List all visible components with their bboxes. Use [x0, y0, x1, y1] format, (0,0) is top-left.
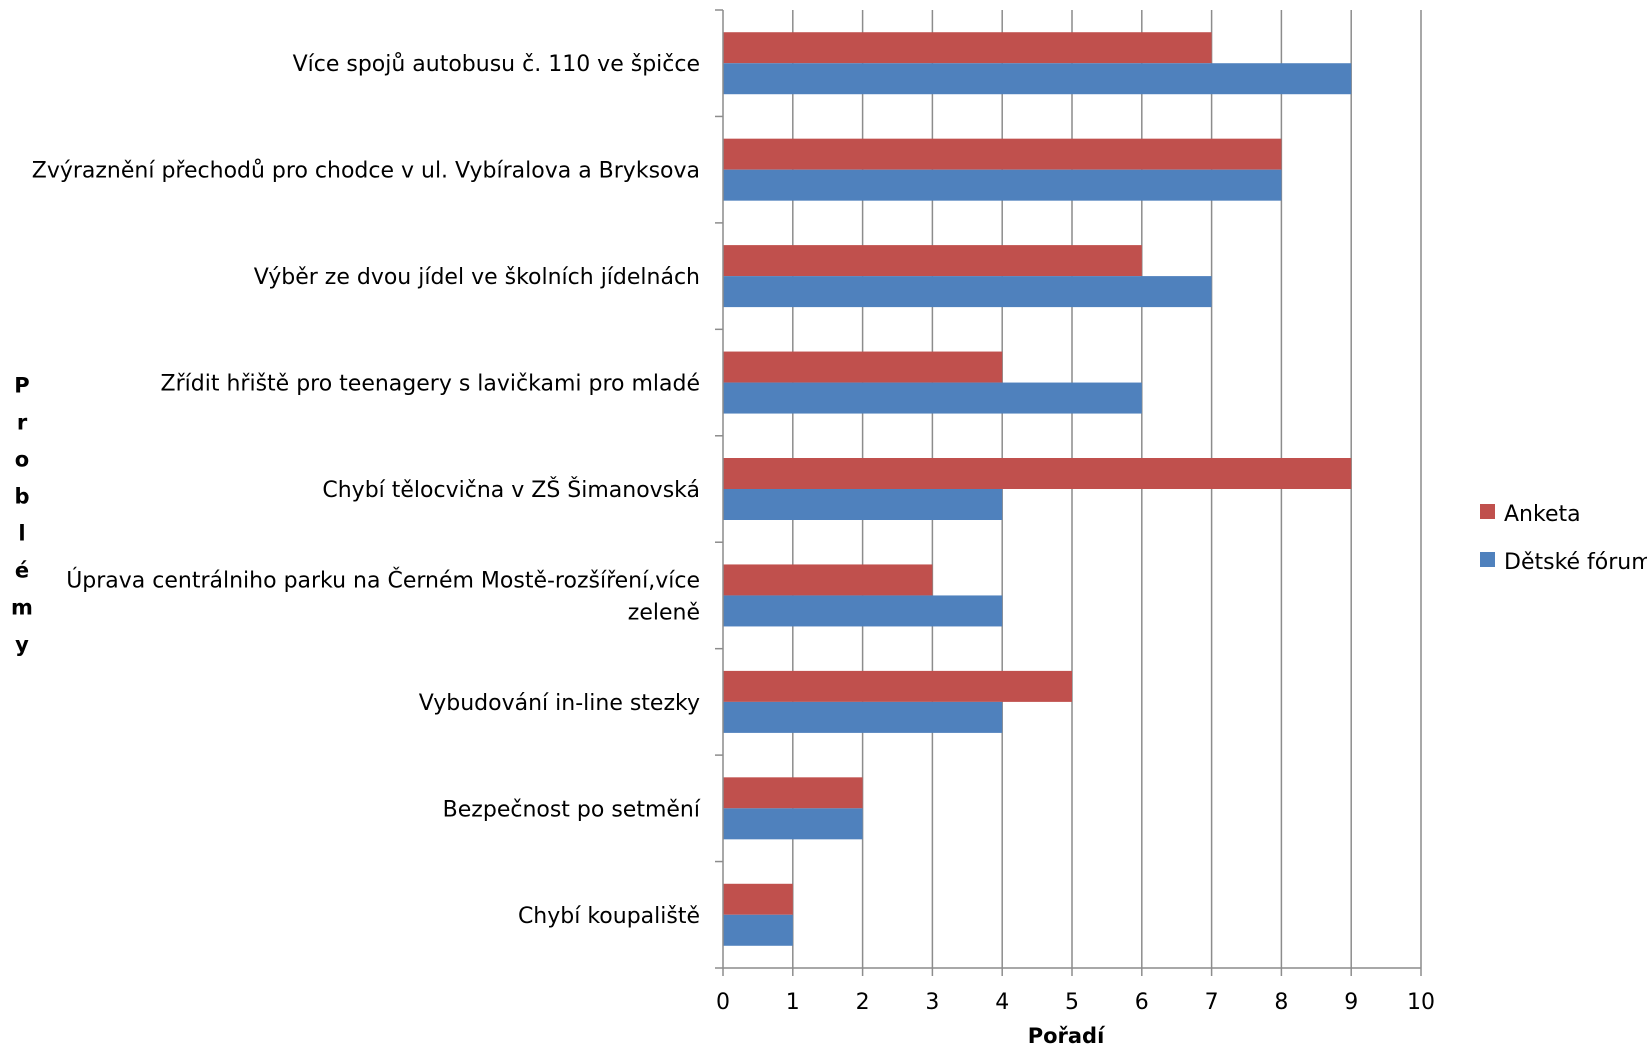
legend-swatch	[1480, 552, 1495, 567]
legend: Anketa Dětské fórum	[1480, 502, 1647, 575]
bar-detske-forum	[723, 63, 1352, 95]
x-tick-label: 7	[1205, 990, 1219, 1015]
y-axis-title-letter: y	[15, 633, 29, 657]
bar-anketa	[723, 245, 1142, 277]
x-tick-label: 10	[1407, 990, 1435, 1015]
x-tick-label: 4	[995, 990, 1009, 1015]
bar-detske-forum	[723, 276, 1212, 308]
category-label: Chybí koupaliště	[518, 904, 700, 929]
bar-detske-forum	[723, 914, 793, 946]
y-axis-title-letter: é	[15, 559, 29, 583]
y-axis-title-letter: m	[11, 596, 33, 620]
legend-swatch	[1480, 504, 1495, 519]
legend-label: Anketa	[1504, 502, 1581, 527]
tick-labels: 0 1 2 3 4 5 6 7 8 9 10	[716, 990, 1435, 1015]
bar-anketa	[723, 670, 1072, 702]
y-axis-title-letter: b	[14, 485, 29, 509]
category-label: Vybudování in-line stezky	[419, 691, 700, 716]
x-tick-label: 5	[1065, 990, 1079, 1015]
y-axis-title-letter: l	[18, 522, 25, 546]
x-tick-label: 3	[925, 990, 939, 1015]
axes	[715, 9, 1422, 976]
bar-anketa	[723, 351, 1003, 383]
bar-detske-forum	[723, 808, 863, 840]
bar-anketa	[723, 458, 1352, 489]
category-label: Bezpečnost po setmění	[443, 797, 701, 822]
y-axis-title-letter: o	[15, 448, 29, 472]
bar-detske-forum	[723, 701, 1003, 733]
x-tick-label: 8	[1274, 990, 1288, 1015]
bar-anketa	[723, 777, 863, 809]
y-axis-title-letter: P	[14, 374, 29, 398]
bar-detske-forum	[723, 169, 1282, 201]
category-label: Výběr ze dvou jídel ve školních jídelnác…	[254, 265, 700, 290]
x-tick-label: 2	[856, 990, 870, 1015]
x-tick-label: 9	[1344, 990, 1358, 1015]
category-label: Chybí tělocvična v ZŠ Šimanovská	[322, 477, 700, 503]
category-label: Zvýraznění přechodů pro chodce v ul. Vyb…	[32, 159, 700, 184]
category-label: Více spojů autobusu č. 110 ve špičce	[293, 52, 700, 77]
x-tick-label: 0	[716, 990, 730, 1015]
x-tick-label: 1	[786, 990, 800, 1015]
x-tick-label: 6	[1135, 990, 1149, 1015]
category-label: Zřídit hřiště pro teenagery s lavičkami …	[161, 372, 700, 397]
x-axis-title: Pořadí	[1028, 1024, 1106, 1048]
bar-detske-forum	[723, 595, 1003, 627]
legend-label: Dětské fórum	[1504, 550, 1647, 575]
bar-detske-forum	[723, 489, 1003, 520]
bar-anketa	[723, 564, 933, 596]
category-labels: Více spojů autobusu č. 110 ve špičce Zvýr…	[32, 52, 701, 929]
category-label: Úprava centrálniho parku na Černém Mostě…	[66, 567, 700, 625]
y-axis-title-letter: r	[17, 411, 28, 435]
bars	[723, 32, 1352, 946]
bar-anketa	[723, 32, 1212, 64]
bar-anketa	[723, 883, 793, 915]
bar-detske-forum	[723, 382, 1142, 414]
bar-anketa	[723, 138, 1282, 170]
